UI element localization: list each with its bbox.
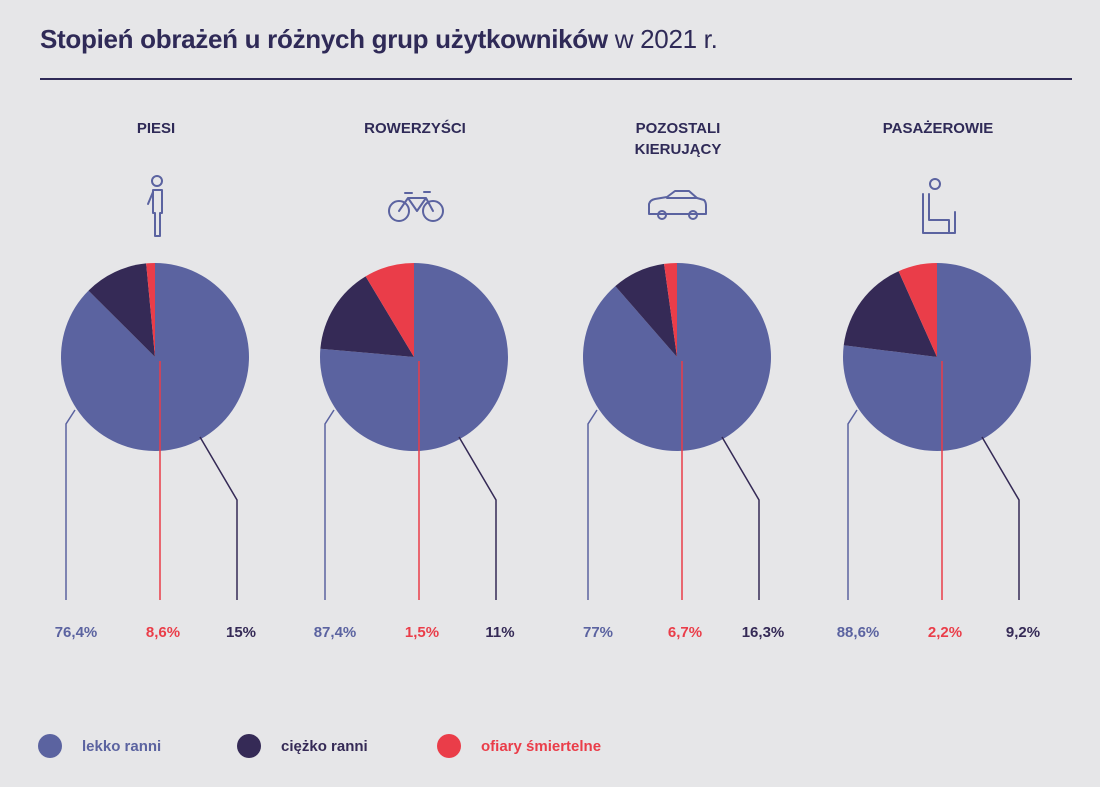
- group-label-kierujacy: POZOSTALI KIERUJĄCY: [635, 120, 722, 158]
- value-label-kierujacy-serious: 16,3%: [742, 624, 785, 641]
- leader-line-pasazerowie-serious: [981, 436, 1020, 600]
- pie-group-piesi: PIESI 76,4% 8,6% 15%: [55, 120, 256, 641]
- value-label-rowerzysci-light: 87,4%: [314, 624, 357, 641]
- car-icon: [648, 190, 707, 220]
- seated-passenger-icon: [922, 178, 956, 234]
- bicycle-icon: [388, 191, 444, 222]
- pie-slice-piesi-fatal: [146, 263, 155, 357]
- pie-slice-piesi-light: [60, 263, 249, 451]
- pie-slice-rowerzysci-light: [319, 263, 508, 451]
- group-label-rowerzysci: ROWERZYŚCI: [364, 119, 466, 137]
- legend-label-light: lekko ranni: [82, 737, 162, 755]
- legend-swatch-serious: [237, 734, 261, 758]
- pie-slice-kierujacy-serious: [615, 263, 677, 357]
- pie-slice-kierujacy-fatal: [664, 263, 677, 357]
- value-label-pasazerowie-fatal: 2,2%: [928, 624, 962, 641]
- value-label-rowerzysci-fatal: 1,5%: [405, 624, 439, 641]
- legend-swatch-light: [38, 734, 62, 758]
- chart-title: Stopień obrażeń u różnych grup użytkowni…: [40, 24, 718, 55]
- value-label-pasazerowie-light: 88,6%: [837, 624, 880, 641]
- leader-line-rowerzysci-light: [324, 409, 335, 600]
- pie-slice-rowerzysci-serious: [320, 276, 414, 357]
- title-divider: [40, 78, 1072, 80]
- value-label-piesi-serious: 15%: [226, 624, 256, 641]
- pie-group-kierujacy: POZOSTALI KIERUJĄCY 77% 6,7% 16,3%: [583, 120, 784, 641]
- value-label-pasazerowie-serious: 9,2%: [1006, 624, 1040, 641]
- leader-line-piesi-light: [65, 409, 76, 600]
- pie-charts: PIESI 76,4% 8,6% 15% ROWERZYŚCI 87,4% 1,5% 11% P…: [55, 119, 1040, 641]
- pie-slice-pasazerowie-light: [842, 263, 1031, 452]
- pie-slice-kierujacy-light: [582, 263, 771, 452]
- leader-line-kierujacy-light: [587, 409, 598, 600]
- pie-group-rowerzysci: ROWERZYŚCI 87,4% 1,5% 11%: [314, 119, 515, 641]
- group-label-piesi: PIESI: [137, 120, 175, 137]
- value-label-rowerzysci-serious: 11%: [485, 624, 514, 641]
- value-label-piesi-light: 76,4%: [55, 624, 98, 641]
- legend-label-serious: ciężko ranni: [281, 737, 368, 755]
- value-label-piesi-fatal: 8,6%: [146, 624, 180, 641]
- legend-swatch-fatal: [437, 734, 461, 758]
- pie-slice-pasazerowie-serious: [843, 271, 937, 357]
- leader-line-piesi-serious: [199, 436, 238, 600]
- legend-item-light: lekko ranni: [38, 733, 161, 759]
- pie-slice-rowerzysci-fatal: [365, 263, 414, 357]
- pie-group-pasazerowie: PASAŻEROWIE 88,6% 2,2% 9,2%: [837, 120, 1040, 641]
- pie-slice-pasazerowie-fatal: [898, 263, 937, 357]
- pie-slice-piesi-serious: [88, 263, 155, 357]
- chart-title-year: w 2021 r.: [607, 24, 718, 54]
- pedestrian-icon: [147, 175, 163, 237]
- leader-line-pasazerowie-light: [847, 409, 858, 600]
- chart-title-main: Stopień obrażeń u różnych grup użytkowni…: [40, 24, 608, 54]
- value-label-kierujacy-fatal: 6,7%: [668, 624, 702, 641]
- value-label-kierujacy-light: 77%: [583, 624, 613, 641]
- legend-item-serious: ciężko ranni: [237, 733, 368, 759]
- group-label-pasazerowie: PASAŻEROWIE: [883, 120, 994, 137]
- legend-item-fatal: ofiary śmiertelne: [437, 733, 601, 759]
- leader-line-rowerzysci-serious: [458, 436, 497, 600]
- legend-label-fatal: ofiary śmiertelne: [481, 737, 602, 755]
- leader-line-kierujacy-serious: [721, 436, 760, 600]
